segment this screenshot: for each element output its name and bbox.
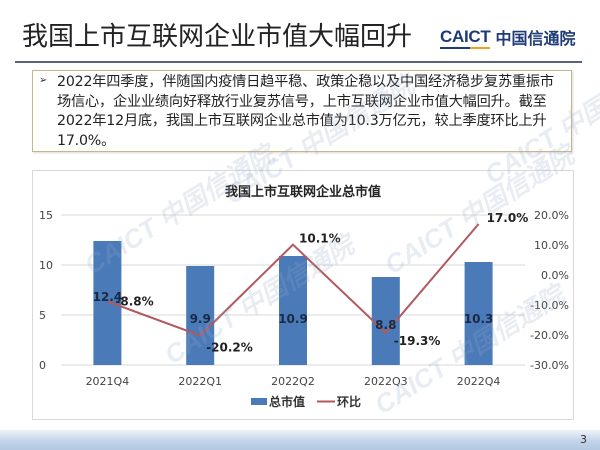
left-axis-tick: 15 xyxy=(39,209,53,222)
right-axis-tick: -20.0% xyxy=(530,329,569,342)
combo-chart: 0 5 10 15 -30.0% -20.0% -10.0% 0.0% 10.0% 20.0% 20… xyxy=(39,209,569,409)
right-axis-tick: -10.0% xyxy=(530,299,569,312)
category-label: 2021Q4 xyxy=(86,375,130,388)
legend-label: 环比 xyxy=(337,394,361,409)
line-value-label: -20.2% xyxy=(206,341,253,355)
legend-bar-swatch-icon xyxy=(251,398,267,405)
title-divider xyxy=(15,61,582,63)
bar-value-label: 10.3 xyxy=(464,312,494,326)
line-value-label: 10.1% xyxy=(299,232,341,246)
bar-total-market-value xyxy=(464,262,493,365)
page-title: 我国上市互联网企业市值大幅回升 xyxy=(22,22,413,52)
summary-text: 2022年四季度，伴随国内疫情日趋平稳、政策企稳以及中国经济稳步复苏重振市场信心… xyxy=(57,74,554,149)
footer-band: 3 xyxy=(0,430,600,450)
chart-title: 我国上市互联网企业总市值 xyxy=(224,185,381,200)
bar-total-market-value xyxy=(186,266,215,365)
category-label: 2022Q2 xyxy=(271,375,315,388)
bar-value-label: 12.4 xyxy=(93,290,123,304)
bar-value-label: 9.9 xyxy=(190,312,211,326)
right-axis-tick: 20.0% xyxy=(534,209,569,222)
bar-total-market-value xyxy=(93,241,122,365)
summary-box: ➢ 2022年四季度，伴随国内疫情日趋平稳、政策企稳以及中国经济稳步复苏重振市场… xyxy=(32,70,572,152)
category-label: 2022Q1 xyxy=(178,375,222,388)
right-axis-tick: 10.0% xyxy=(534,239,569,252)
left-axis-tick: 0 xyxy=(39,359,46,372)
logo-chinese-text: 中国信通院 xyxy=(495,29,576,48)
line-qoq-change xyxy=(107,223,480,337)
bar-value-label: 10.9 xyxy=(278,312,308,326)
bar-value-label: 8.8 xyxy=(375,318,396,332)
legend-label: 总市值 xyxy=(269,394,305,409)
caict-logo: CAICT 中国信通院 xyxy=(440,25,575,49)
right-axis-tick: 0.0% xyxy=(541,269,569,282)
chart-container: 我国上市互联网企业总市值 0 5 10 15 -30.0% -20.0% -10.0% 0.0… xyxy=(32,170,574,420)
line-value-label: -8.8% xyxy=(115,294,153,308)
logo-caict-text: CAICT xyxy=(440,27,491,49)
right-axis-tick: -30.0% xyxy=(530,359,569,372)
page-number: 3 xyxy=(580,433,587,446)
category-label: 2022Q4 xyxy=(457,375,501,388)
line-value-label: 17.0% xyxy=(487,211,529,225)
left-axis-tick: 10 xyxy=(39,259,53,272)
bar-total-market-value xyxy=(279,256,307,365)
line-value-label: -19.3% xyxy=(394,334,441,348)
left-axis-tick: 5 xyxy=(39,309,46,322)
arrow-bullet-icon: ➢ xyxy=(39,75,48,86)
category-label: 2022Q3 xyxy=(364,375,408,388)
